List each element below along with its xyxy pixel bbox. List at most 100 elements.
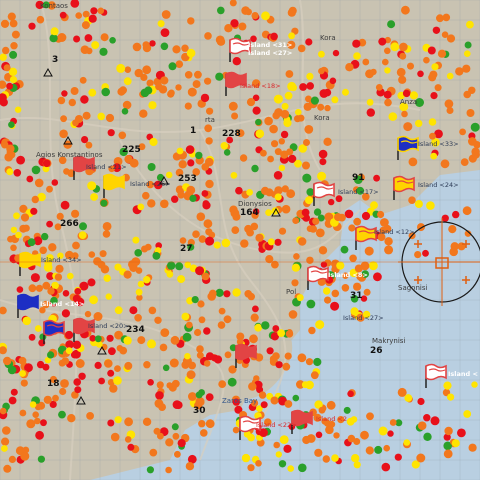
loot-marker[interactable] xyxy=(310,371,319,380)
loot-marker[interactable] xyxy=(198,235,207,243)
loot-marker[interactable] xyxy=(215,288,224,297)
loot-marker[interactable] xyxy=(65,347,73,355)
loot-marker[interactable] xyxy=(51,282,59,290)
loot-marker[interactable] xyxy=(159,343,168,352)
loot-marker[interactable] xyxy=(0,407,7,415)
loot-marker[interactable] xyxy=(78,231,87,240)
loot-marker[interactable] xyxy=(356,186,365,195)
loot-marker[interactable] xyxy=(10,388,18,396)
loot-marker[interactable] xyxy=(292,394,300,402)
loot-marker[interactable] xyxy=(301,381,309,389)
loot-marker[interactable] xyxy=(65,250,74,260)
loot-marker[interactable] xyxy=(168,89,175,97)
loot-marker[interactable] xyxy=(67,272,74,280)
loot-marker[interactable] xyxy=(354,264,363,273)
island-flag-icon[interactable] xyxy=(307,265,329,291)
loot-marker[interactable] xyxy=(324,104,331,112)
loot-marker[interactable] xyxy=(129,306,138,315)
loot-marker[interactable] xyxy=(0,306,7,315)
island-flag-icon[interactable] xyxy=(43,319,65,345)
loot-marker[interactable] xyxy=(7,235,14,243)
loot-marker[interactable] xyxy=(42,165,50,173)
loot-marker[interactable] xyxy=(443,441,453,451)
loot-marker[interactable] xyxy=(70,0,80,8)
island-flag-icon[interactable] xyxy=(397,135,419,161)
loot-marker[interactable] xyxy=(196,345,204,353)
loot-marker[interactable] xyxy=(118,131,127,140)
loot-marker[interactable] xyxy=(277,329,286,337)
island-flag-icon[interactable] xyxy=(393,175,415,201)
loot-marker[interactable] xyxy=(2,426,11,435)
loot-marker[interactable] xyxy=(317,214,325,222)
loot-marker[interactable] xyxy=(414,200,423,208)
loot-marker[interactable] xyxy=(108,165,115,173)
loot-marker[interactable] xyxy=(200,429,208,437)
loot-marker[interactable] xyxy=(457,428,466,438)
loot-marker[interactable] xyxy=(275,451,282,458)
loot-marker[interactable] xyxy=(302,161,310,170)
loot-marker[interactable] xyxy=(139,109,148,118)
loot-marker[interactable] xyxy=(431,63,439,71)
loot-marker[interactable] xyxy=(305,196,313,205)
loot-marker[interactable] xyxy=(97,7,105,15)
loot-marker[interactable] xyxy=(423,432,432,441)
loot-marker[interactable] xyxy=(287,465,295,472)
loot-marker[interactable] xyxy=(67,414,76,423)
island-flag-icon[interactable] xyxy=(235,343,257,369)
loot-marker[interactable] xyxy=(179,237,187,244)
loot-marker[interactable] xyxy=(1,437,10,446)
loot-marker[interactable] xyxy=(336,261,345,270)
loot-marker[interactable] xyxy=(347,434,356,443)
loot-marker[interactable] xyxy=(429,132,436,140)
loot-marker[interactable] xyxy=(298,237,307,246)
loot-marker[interactable] xyxy=(384,237,393,246)
loot-marker[interactable] xyxy=(43,263,53,272)
loot-marker[interactable] xyxy=(177,187,184,195)
loot-marker[interactable] xyxy=(390,42,400,52)
loot-marker[interactable] xyxy=(252,305,259,313)
loot-marker[interactable] xyxy=(416,453,426,463)
loot-marker[interactable] xyxy=(134,314,142,322)
loot-marker[interactable] xyxy=(323,88,332,97)
loot-marker[interactable] xyxy=(299,83,307,91)
loot-marker[interactable] xyxy=(470,122,480,132)
loot-marker[interactable] xyxy=(275,361,283,369)
loot-marker[interactable] xyxy=(81,136,89,144)
loot-marker[interactable] xyxy=(229,344,237,352)
loot-marker[interactable] xyxy=(149,40,156,47)
loot-marker[interactable] xyxy=(88,251,96,258)
loot-marker[interactable] xyxy=(318,406,326,414)
loot-marker[interactable] xyxy=(373,174,380,182)
loot-marker[interactable] xyxy=(16,155,25,165)
loot-marker[interactable] xyxy=(303,139,310,146)
loot-marker[interactable] xyxy=(157,20,165,28)
loot-marker[interactable] xyxy=(27,238,36,247)
loot-marker[interactable] xyxy=(147,339,156,349)
loot-marker[interactable] xyxy=(149,448,158,457)
loot-marker[interactable] xyxy=(195,391,203,399)
loot-marker[interactable] xyxy=(192,80,201,89)
loot-marker[interactable] xyxy=(107,129,115,137)
loot-marker[interactable] xyxy=(306,82,315,90)
loot-marker[interactable] xyxy=(50,296,58,305)
loot-marker[interactable] xyxy=(54,273,63,281)
loot-marker[interactable] xyxy=(37,192,46,202)
loot-marker[interactable] xyxy=(288,154,297,163)
loot-marker[interactable] xyxy=(196,212,206,221)
loot-marker[interactable] xyxy=(184,71,193,79)
loot-marker[interactable] xyxy=(280,130,289,139)
loot-marker[interactable] xyxy=(261,321,270,330)
loot-marker[interactable] xyxy=(172,152,181,161)
loot-marker[interactable] xyxy=(370,201,378,210)
loot-marker[interactable] xyxy=(278,164,286,172)
loot-marker[interactable] xyxy=(147,199,156,208)
loot-marker[interactable] xyxy=(464,41,472,49)
loot-marker[interactable] xyxy=(72,241,80,250)
loot-marker[interactable] xyxy=(114,263,122,271)
loot-marker[interactable] xyxy=(313,208,322,216)
loot-marker[interactable] xyxy=(59,11,67,19)
loot-marker[interactable] xyxy=(107,369,115,377)
loot-marker[interactable] xyxy=(127,443,135,451)
loot-marker[interactable] xyxy=(75,297,85,307)
loot-marker[interactable] xyxy=(160,42,169,51)
